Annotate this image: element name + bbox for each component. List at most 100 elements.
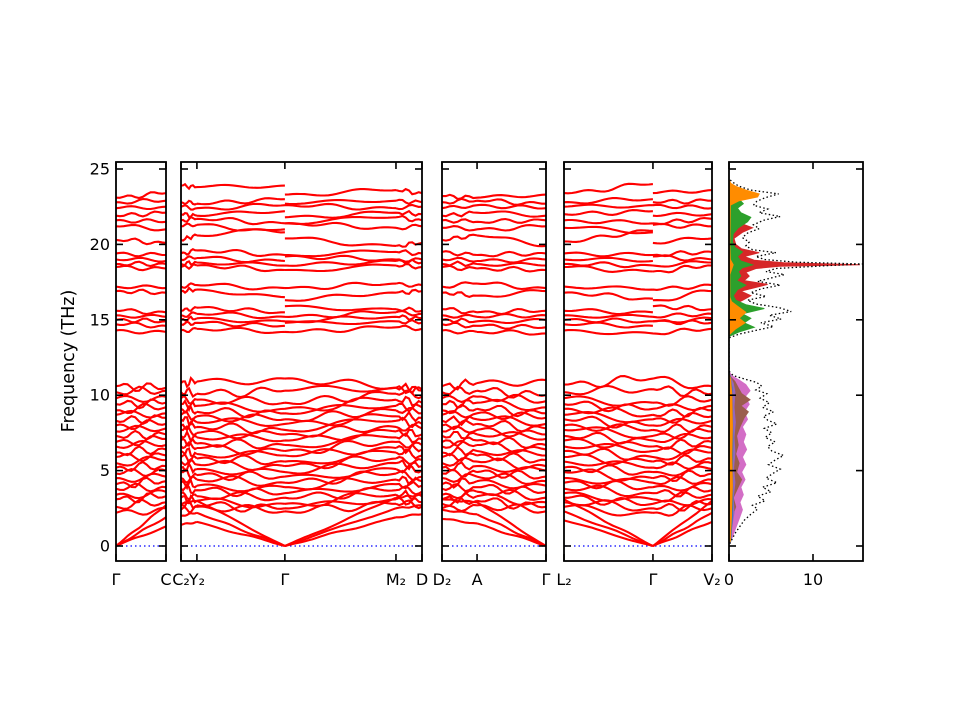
phonon-band	[442, 488, 546, 501]
phonon-band	[116, 516, 166, 547]
phonon-band	[116, 489, 166, 500]
phonon-band	[116, 284, 166, 290]
phonon-band	[116, 504, 166, 547]
phonon-band	[116, 482, 166, 493]
phonon-band	[442, 460, 546, 473]
phonon-band	[442, 430, 546, 441]
phonon-band	[116, 460, 166, 473]
phonon-band	[181, 247, 422, 258]
phonon-band	[564, 197, 712, 205]
dos-projection-pdos-orange	[729, 179, 760, 542]
phonon-band	[116, 429, 166, 441]
phonon-band	[181, 314, 422, 324]
x-tick-label: V₂	[703, 570, 720, 589]
phonon-band	[564, 289, 712, 302]
phonon-band	[564, 209, 712, 218]
phonon-band	[442, 378, 546, 391]
phonon-band	[442, 193, 546, 201]
phonon-band	[442, 517, 546, 548]
phonon-band	[181, 513, 422, 548]
phonon-band	[181, 263, 422, 273]
phonon-band	[442, 472, 546, 485]
x-tick-label: 0	[724, 570, 734, 589]
phonon-band	[181, 324, 422, 334]
phonon-band	[181, 221, 422, 234]
phonon-band	[564, 182, 712, 195]
phonon-band	[564, 327, 712, 336]
phonon-band	[442, 281, 546, 291]
phonon-band	[181, 448, 422, 466]
y-tick-label: 15	[90, 310, 110, 329]
phonon-band	[442, 398, 546, 412]
phonon-band	[116, 313, 166, 319]
phonon-band	[442, 445, 546, 457]
band-panel-4	[564, 182, 712, 548]
phonon-band	[181, 439, 422, 456]
phonon-band	[442, 393, 546, 404]
y-tick-label: 20	[90, 235, 110, 254]
phonon-band	[116, 419, 166, 430]
phonon-band	[442, 289, 546, 299]
x-tick-label: Γ	[542, 570, 551, 589]
phonon-band	[564, 375, 712, 390]
phonon-band	[181, 469, 422, 487]
panel-4-frame	[563, 161, 713, 562]
phonon-band	[564, 475, 712, 486]
phonon-band	[116, 468, 166, 478]
phonon-band	[442, 436, 546, 449]
band-panel-2	[181, 182, 422, 548]
x-tick-label: D	[416, 570, 428, 589]
phonon-band	[564, 498, 712, 547]
x-tick-label: Γ	[112, 570, 121, 589]
phonon-band	[181, 432, 422, 450]
phonon-band	[564, 216, 712, 226]
phonon-band	[564, 453, 712, 466]
phonon-band	[116, 492, 166, 504]
phonon-band	[564, 484, 712, 498]
x-tick-label: 10	[803, 570, 823, 589]
phonon-band	[564, 491, 712, 503]
x-tick-label: Γ	[280, 570, 289, 589]
phonon-band	[442, 415, 546, 427]
phonon-band	[442, 203, 546, 210]
phonon-band	[116, 237, 166, 246]
phonon-band	[116, 197, 166, 205]
phonon-band	[181, 389, 422, 406]
x-tick-label: Y₂	[188, 570, 205, 589]
phonon-band	[564, 384, 712, 398]
phonon-band	[181, 309, 422, 320]
phonon-band	[564, 468, 712, 482]
y-tick-label: 25	[90, 160, 110, 179]
phonon-band	[116, 385, 166, 396]
x-tick-label: A	[472, 570, 483, 589]
phonon-band	[116, 414, 166, 425]
x-tick-label: C	[160, 570, 171, 589]
panel-3-frame	[441, 161, 547, 562]
phonon-band	[181, 214, 422, 226]
phonon-band	[116, 328, 166, 335]
y-tick-label: 5	[100, 461, 110, 480]
phonon-band	[181, 384, 422, 399]
phonon-band	[116, 445, 166, 457]
phonon-band	[564, 283, 712, 291]
x-tick-label: Γ	[648, 570, 657, 589]
phonon-band	[564, 304, 712, 316]
phonon-band	[116, 308, 166, 316]
y-tick-label: 10	[90, 386, 110, 405]
phonon-band	[442, 482, 546, 495]
phonon-band	[116, 191, 166, 200]
phonon-band	[442, 307, 546, 316]
phonon-band	[564, 316, 712, 324]
y-tick-label: 0	[100, 537, 110, 556]
phonon-band	[116, 288, 166, 296]
phonon-band	[181, 428, 422, 445]
phonon-band	[181, 504, 422, 547]
phonon-band	[564, 395, 712, 407]
phonon-band	[116, 395, 166, 403]
dos-panel-frame	[728, 161, 864, 562]
phonon-band	[564, 464, 712, 477]
phonon-band	[116, 210, 166, 218]
phonon-band	[181, 464, 422, 482]
phonon-band	[181, 197, 422, 206]
